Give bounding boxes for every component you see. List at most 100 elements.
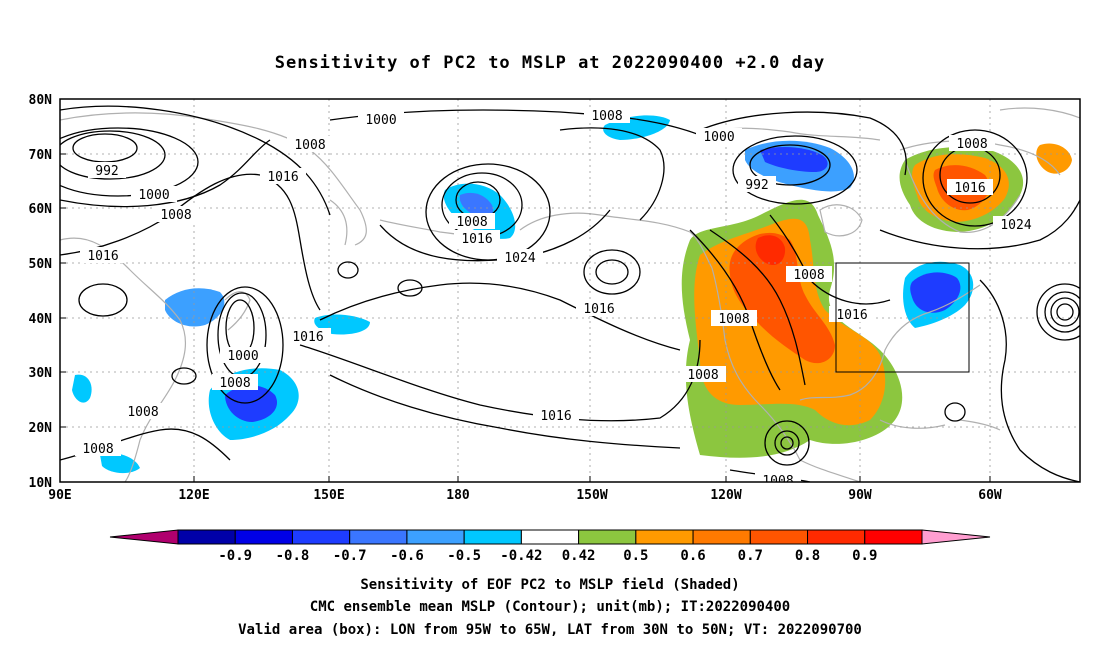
contour-label: 1008 (786, 266, 832, 283)
contour-label: 1000 (220, 347, 266, 364)
svg-text:1008: 1008 (718, 312, 749, 327)
plot-area: 1000 1008 992 1000 1008 1016 1016 1008 1… (60, 99, 1080, 482)
negative-region-arctic-core (760, 147, 828, 172)
lon-label: 90E (48, 488, 71, 503)
contour-label: 1024 (497, 249, 543, 266)
contour-label: 1008 (120, 403, 166, 420)
colorbar-swatch (291, 529, 351, 545)
svg-text:1000: 1000 (365, 113, 396, 128)
footer-line-3: Valid area (box): LON from 95W to 65W, L… (238, 622, 862, 638)
svg-text:1016: 1016 (267, 170, 298, 185)
contour-label: 1008 (680, 366, 726, 383)
svg-text:1008: 1008 (687, 368, 718, 383)
contour-label: 1000 (131, 186, 177, 203)
colorbar-swatch (520, 529, 580, 545)
contour-label: 1008 (75, 440, 121, 457)
lon-label: 120W (710, 488, 741, 503)
contour-label: 1016 (285, 328, 331, 345)
colorbar-swatch (692, 529, 751, 545)
lon-label: 150E (313, 488, 344, 503)
lon-label: 60W (978, 488, 1002, 503)
positive-region-west-na-peak (729, 232, 835, 364)
coastlines (60, 107, 1080, 482)
lon-label: 150W (576, 488, 607, 503)
latitude-labels: 80N 70N 60N 50N 40N 30N 20N 10N (29, 93, 53, 491)
svg-text:1008: 1008 (956, 137, 987, 152)
negative-region-bay (100, 453, 140, 474)
contour-label: 1008 (711, 310, 757, 327)
colorbar-swatch (463, 529, 522, 545)
contour-label: 1008 (449, 213, 495, 230)
svg-text:1008: 1008 (591, 109, 622, 124)
svg-text:1000: 1000 (138, 188, 169, 203)
negative-region-wpac-core (225, 385, 278, 422)
colorbar-swatch (177, 529, 236, 545)
contour-label: 992 (738, 176, 776, 193)
svg-text:1008: 1008 (294, 138, 325, 153)
lat-label: 50N (29, 257, 53, 272)
positive-region-west-na-max (755, 235, 786, 266)
svg-text:1024: 1024 (504, 251, 535, 266)
colorbar-tick-label: -0.5 (447, 548, 481, 564)
lon-label: 120E (178, 488, 209, 503)
lat-label: 80N (29, 93, 53, 108)
colorbar-tick-label: -0.42 (500, 548, 542, 564)
svg-text:992: 992 (745, 178, 768, 193)
svg-text:1008: 1008 (219, 376, 250, 391)
footer: Sensitivity of EOF PC2 to MSLP field (Sh… (238, 577, 862, 638)
valid-area-box (835, 262, 970, 373)
contour-label: 1000 (696, 128, 742, 145)
colorbar-triangle-low (109, 529, 179, 545)
svg-text:1000: 1000 (703, 130, 734, 145)
colorbar-swatch (349, 529, 408, 545)
colorbar-swatch (635, 529, 694, 545)
negative-region-bering-core (459, 192, 494, 220)
plot-frame (59, 98, 1081, 483)
svg-text:1008: 1008 (127, 405, 158, 420)
contour-label: 1008 (584, 107, 630, 124)
contour-label: 992 (88, 162, 126, 179)
mslp-contours (60, 105, 1080, 482)
svg-text:1016: 1016 (87, 249, 118, 264)
colorbar-swatch (234, 529, 293, 545)
negative-region-china (165, 288, 225, 327)
graticule (60, 99, 1080, 482)
negative-region-scs (72, 374, 92, 403)
colorbar-tick-label: 0.7 (738, 548, 763, 564)
svg-text:992: 992 (95, 164, 118, 179)
svg-text:1000: 1000 (227, 349, 258, 364)
svg-text:1008: 1008 (456, 215, 487, 230)
lat-label: 40N (29, 312, 53, 327)
contour-label: 1016 (947, 179, 993, 196)
colorbar-tick-label: 0.6 (680, 548, 705, 564)
map-title: Sensitivity of PC2 to MSLP at 2022090400… (275, 53, 826, 73)
contour-label: 1016 (260, 168, 306, 185)
contour-label: 1016 (829, 306, 875, 323)
lat-label: 70N (29, 148, 53, 163)
contour-label: 1008 (212, 374, 258, 391)
svg-text:1016: 1016 (836, 308, 867, 323)
lat-label: 30N (29, 366, 53, 381)
colorbar-tick-label: 0.9 (852, 548, 877, 564)
colorbar-triangle-high (921, 529, 991, 545)
contour-label: 1008 (287, 136, 333, 153)
svg-text:1016: 1016 (954, 181, 985, 196)
positive-region-arctic-east (1036, 143, 1072, 174)
lat-label: 10N (29, 476, 53, 491)
colorbar-tick-label: -0.9 (218, 548, 252, 564)
lon-label: 90W (848, 488, 872, 503)
contour-label: 1016 (576, 300, 622, 317)
colorbar-tick-label: -0.8 (276, 548, 310, 564)
colorbar-tick-label: 0.42 (562, 548, 596, 564)
contour-label: 1016 (80, 247, 126, 264)
contour-labels: 1000 1008 992 1000 1008 1016 1016 1008 1… (75, 107, 1039, 482)
colorbar-swatch (578, 529, 637, 545)
negative-region-ne-us-core (910, 272, 961, 313)
lat-label: 20N (29, 421, 53, 436)
svg-text:1008: 1008 (160, 208, 191, 223)
lat-label: 60N (29, 202, 53, 217)
tick-marks (60, 98, 991, 482)
svg-text:1016: 1016 (461, 232, 492, 247)
footer-line-1: Sensitivity of EOF PC2 to MSLP field (Sh… (360, 577, 739, 593)
